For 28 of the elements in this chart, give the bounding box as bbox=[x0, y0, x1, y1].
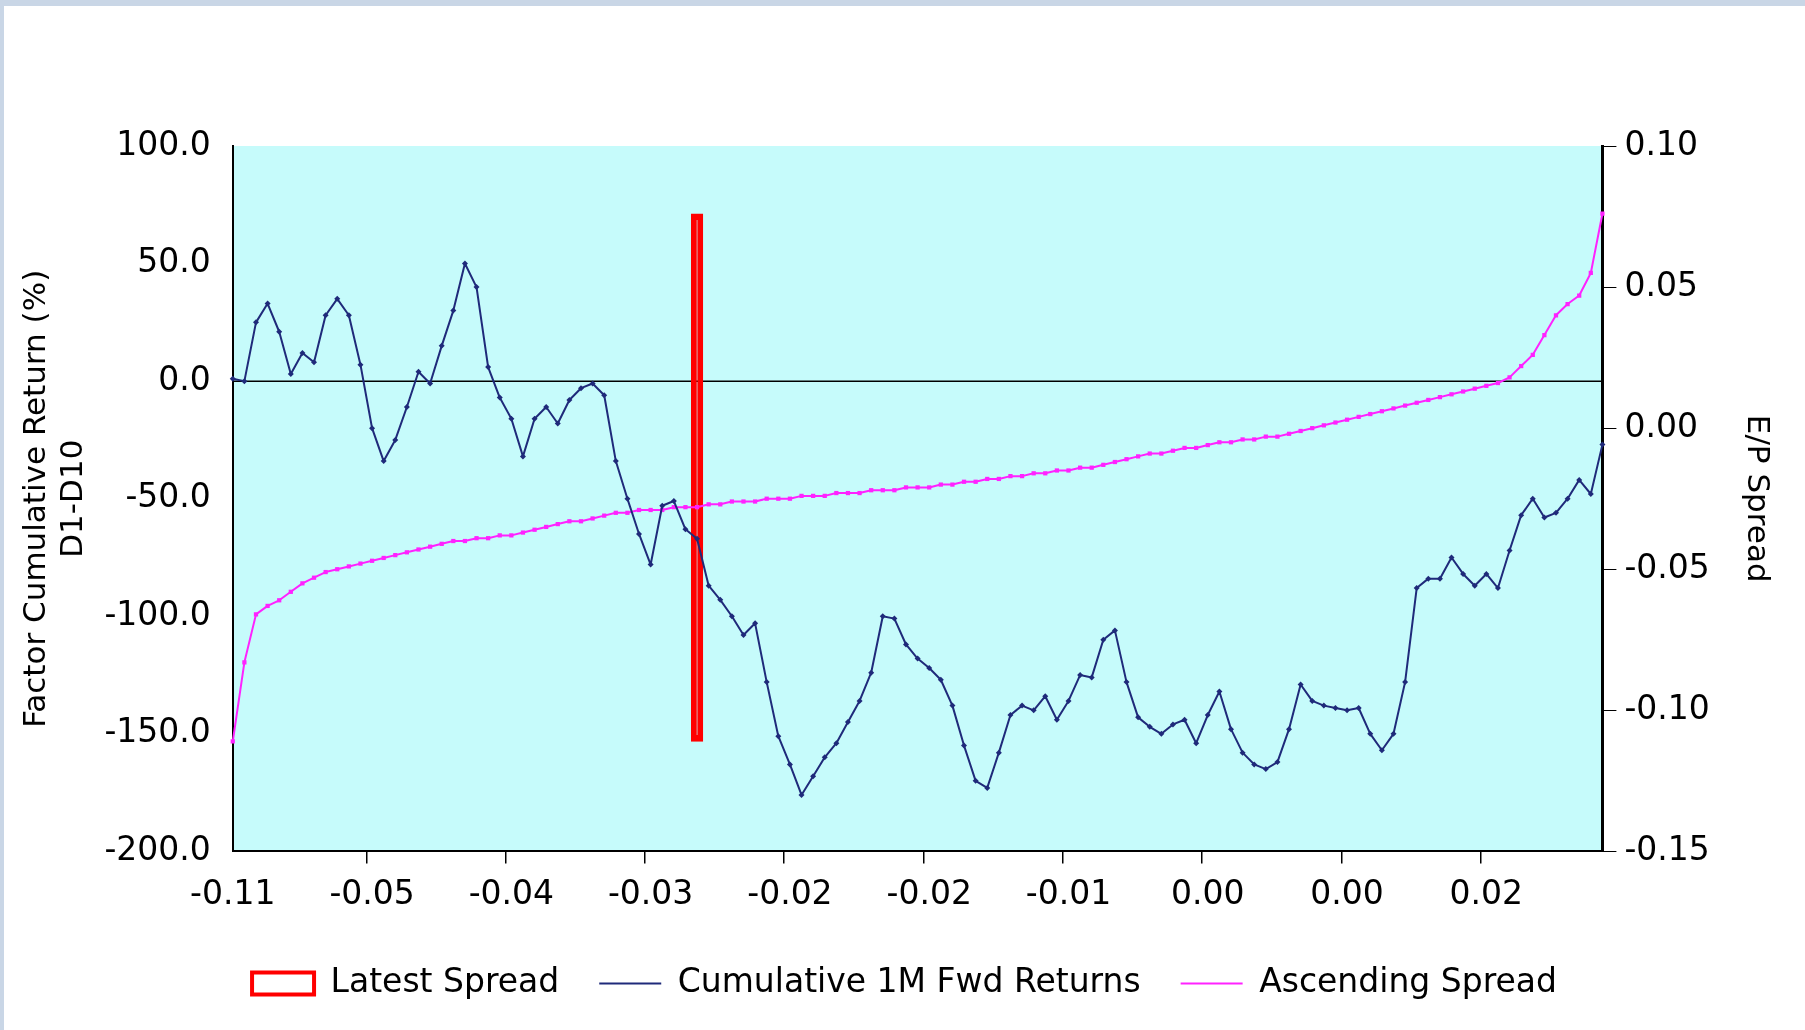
y2-axis-title: E/P Spread bbox=[1741, 414, 1778, 583]
x-tick-label: -0.11 bbox=[190, 872, 276, 912]
y-tick-label: 0.0 bbox=[158, 358, 211, 398]
y-axis-title: Factor Cumulative Return (%) D1-D10 bbox=[15, 269, 89, 728]
x-tick-label: -0.04 bbox=[468, 872, 555, 912]
y-tick-label: -100.0 bbox=[104, 593, 211, 633]
x-tick-label: -0.05 bbox=[329, 872, 415, 912]
y2-tick-label: 0.10 bbox=[1624, 123, 1698, 163]
y-tick-label: 100.0 bbox=[116, 123, 211, 163]
y2-tick-label: 0.00 bbox=[1624, 405, 1698, 445]
x-tick-label: 0.00 bbox=[1171, 872, 1245, 912]
x-tick-label: 0.00 bbox=[1310, 872, 1384, 912]
x-tick-label: 0.02 bbox=[1449, 872, 1524, 912]
x-tick-label: -0.02 bbox=[886, 872, 972, 912]
legend-label: Ascending Spread bbox=[1259, 961, 1557, 1001]
y-tick-label: -150.0 bbox=[104, 711, 211, 751]
y-tick-label: 50.0 bbox=[137, 241, 211, 281]
y2-tick-label: 0.05 bbox=[1624, 264, 1698, 304]
x-tick-label: -0.02 bbox=[747, 872, 833, 912]
y-tick-label: -200.0 bbox=[104, 828, 211, 868]
y-tick-label: -50.0 bbox=[125, 476, 211, 516]
x-tick-label: -0.01 bbox=[1025, 872, 1112, 912]
legend-label: Latest Spread bbox=[330, 961, 560, 1001]
y2-tick-label: -0.10 bbox=[1624, 687, 1710, 727]
y2-tick-label: -0.05 bbox=[1624, 546, 1710, 586]
legend-label: Cumulative 1M Fwd Returns bbox=[677, 961, 1141, 1001]
x-tick-label: -0.03 bbox=[607, 872, 694, 912]
y2-tick-label: -0.15 bbox=[1624, 828, 1710, 868]
